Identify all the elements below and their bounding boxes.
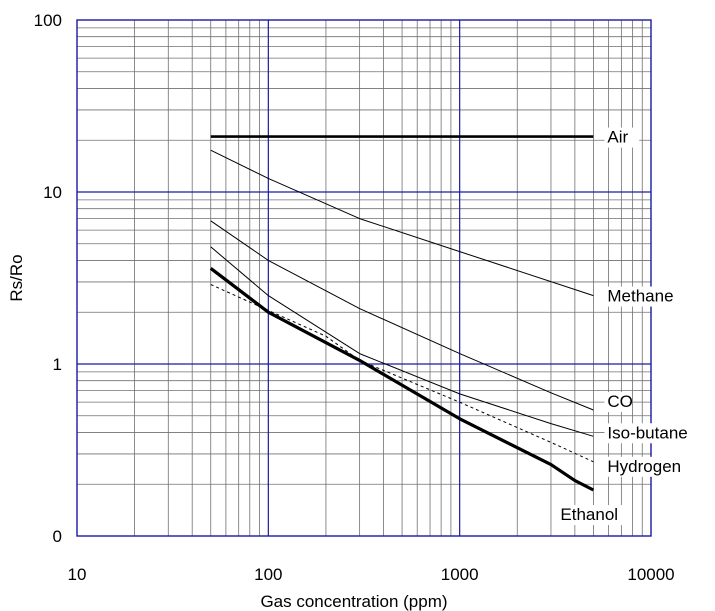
series-label-hydrogen: Hydrogen <box>607 457 681 476</box>
series-labels: Air Methane CO Iso-butane Hydrogen Ethanol <box>557 127 707 526</box>
x-tick-labels: 10 100 1000 10000 <box>68 565 675 584</box>
series-label-bg-ethanol <box>557 505 631 526</box>
y-tick-label: 1 <box>53 355 62 374</box>
series-lines <box>209 135 595 492</box>
minor-gridlines <box>77 20 651 536</box>
series-label-co: CO <box>607 392 633 411</box>
y-tick-labels: 0 1 10 100 <box>34 11 62 546</box>
x-tick-label: 100 <box>254 565 282 584</box>
series-line-co <box>210 220 594 411</box>
x-tick-label: 10000 <box>627 565 674 584</box>
x-tick-label: 1000 <box>441 565 479 584</box>
x-axis-title: Gas concentration (ppm) <box>260 592 447 611</box>
series-label-bg-methane <box>604 286 678 307</box>
series-line-ethanol <box>209 267 595 492</box>
series-label-ethanol: Ethanol <box>560 505 618 524</box>
y-tick-label: 10 <box>43 183 62 202</box>
y-tick-label: 100 <box>34 11 62 30</box>
series-label-iso-butane: Iso-butane <box>607 423 687 442</box>
series-label-methane: Methane <box>607 287 673 306</box>
series-line-methane <box>210 149 594 297</box>
x-tick-label: 10 <box>68 565 87 584</box>
series-label-bg-iso-butane <box>604 423 707 444</box>
series-label-bg-air <box>604 127 640 148</box>
plot-frame <box>76 19 652 537</box>
y-axis-title: Rs/Ro <box>7 254 26 301</box>
y-tick-label: 0 <box>53 527 62 546</box>
series-line-iso-butane <box>210 246 594 437</box>
series-label-bg-hydrogen <box>604 456 688 477</box>
series-label-bg-co <box>604 392 630 413</box>
major-gridlines <box>77 20 651 536</box>
series-label-air: Air <box>607 128 628 147</box>
